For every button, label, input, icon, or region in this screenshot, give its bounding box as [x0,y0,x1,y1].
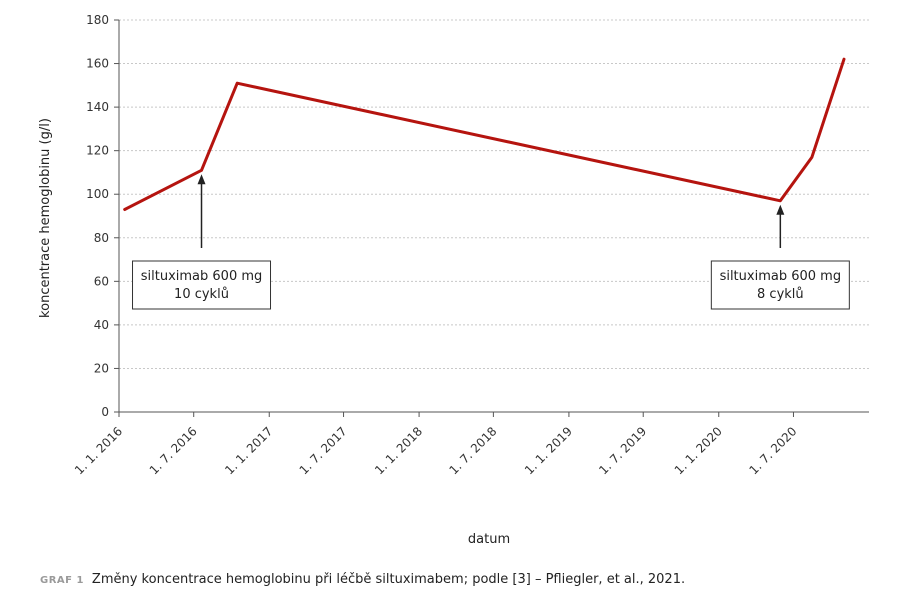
y-tick-label: 80 [94,231,109,245]
annotation-box [710,260,850,310]
y-tick-label: 100 [86,187,109,201]
y-tick-label: 180 [86,13,109,27]
x-tick-label: 1. 7. 2016 [147,424,200,477]
y-tick-label: 160 [86,57,109,71]
annotation: siltuximab 600 mg 10 cyklů [132,174,272,310]
series-layer [123,57,846,211]
y-tick-label: 120 [86,144,109,158]
annotation-arrow-head [776,204,785,215]
y-tick-label: 140 [86,100,109,114]
annotation-text: siltuximab 600 mg [720,269,842,284]
x-tick-label: 1. 1. 2017 [222,424,275,477]
figure-caption: GRAF 1 Změny koncentrace hemoglobinu při … [40,572,900,587]
caption-label: GRAF 1 [40,575,84,586]
y-tick-label: 40 [94,318,109,332]
y-tick-label: 20 [94,361,109,375]
x-tick-label: 1. 7. 2019 [596,424,649,477]
x-tick-label: 1. 1. 2019 [522,424,575,477]
y-tick-label: 60 [94,274,109,288]
hemoglobin-series-line [123,57,846,211]
y-axis-title: koncentrace hemoglobinu (g/l) [38,118,53,318]
annotation-arrow-head [197,174,206,185]
x-axis-ticks: 1. 1. 2016 1. 7. 2016 1. 1. 2017 1. 7. 2017… [72,412,800,477]
caption-text: Změny koncentrace hemoglobinu při léčbě … [91,572,686,587]
annotation-text: 10 cyklů [174,287,229,302]
x-tick-label: 1. 7. 2018 [446,424,499,477]
x-axis-title: datum [468,532,510,547]
x-tick-label: 1. 7. 2020 [746,424,799,477]
x-tick-label: 1. 1. 2016 [72,424,125,477]
x-tick-label: 1. 1. 2020 [672,424,725,477]
annotation-box [132,260,272,310]
annotation-text: siltuximab 600 mg [141,269,263,284]
annotation-text: 8 cyklů [757,287,804,302]
y-tick-label: 0 [101,405,109,419]
y-axis-ticks: 0 20 40 60 80 100 120 140 160 180 [86,13,119,419]
annotation: siltuximab 600 mg 8 cyklů [710,204,850,310]
x-tick-label: 1. 7. 2017 [297,424,350,477]
x-tick-label: 1. 1. 2018 [372,424,425,477]
